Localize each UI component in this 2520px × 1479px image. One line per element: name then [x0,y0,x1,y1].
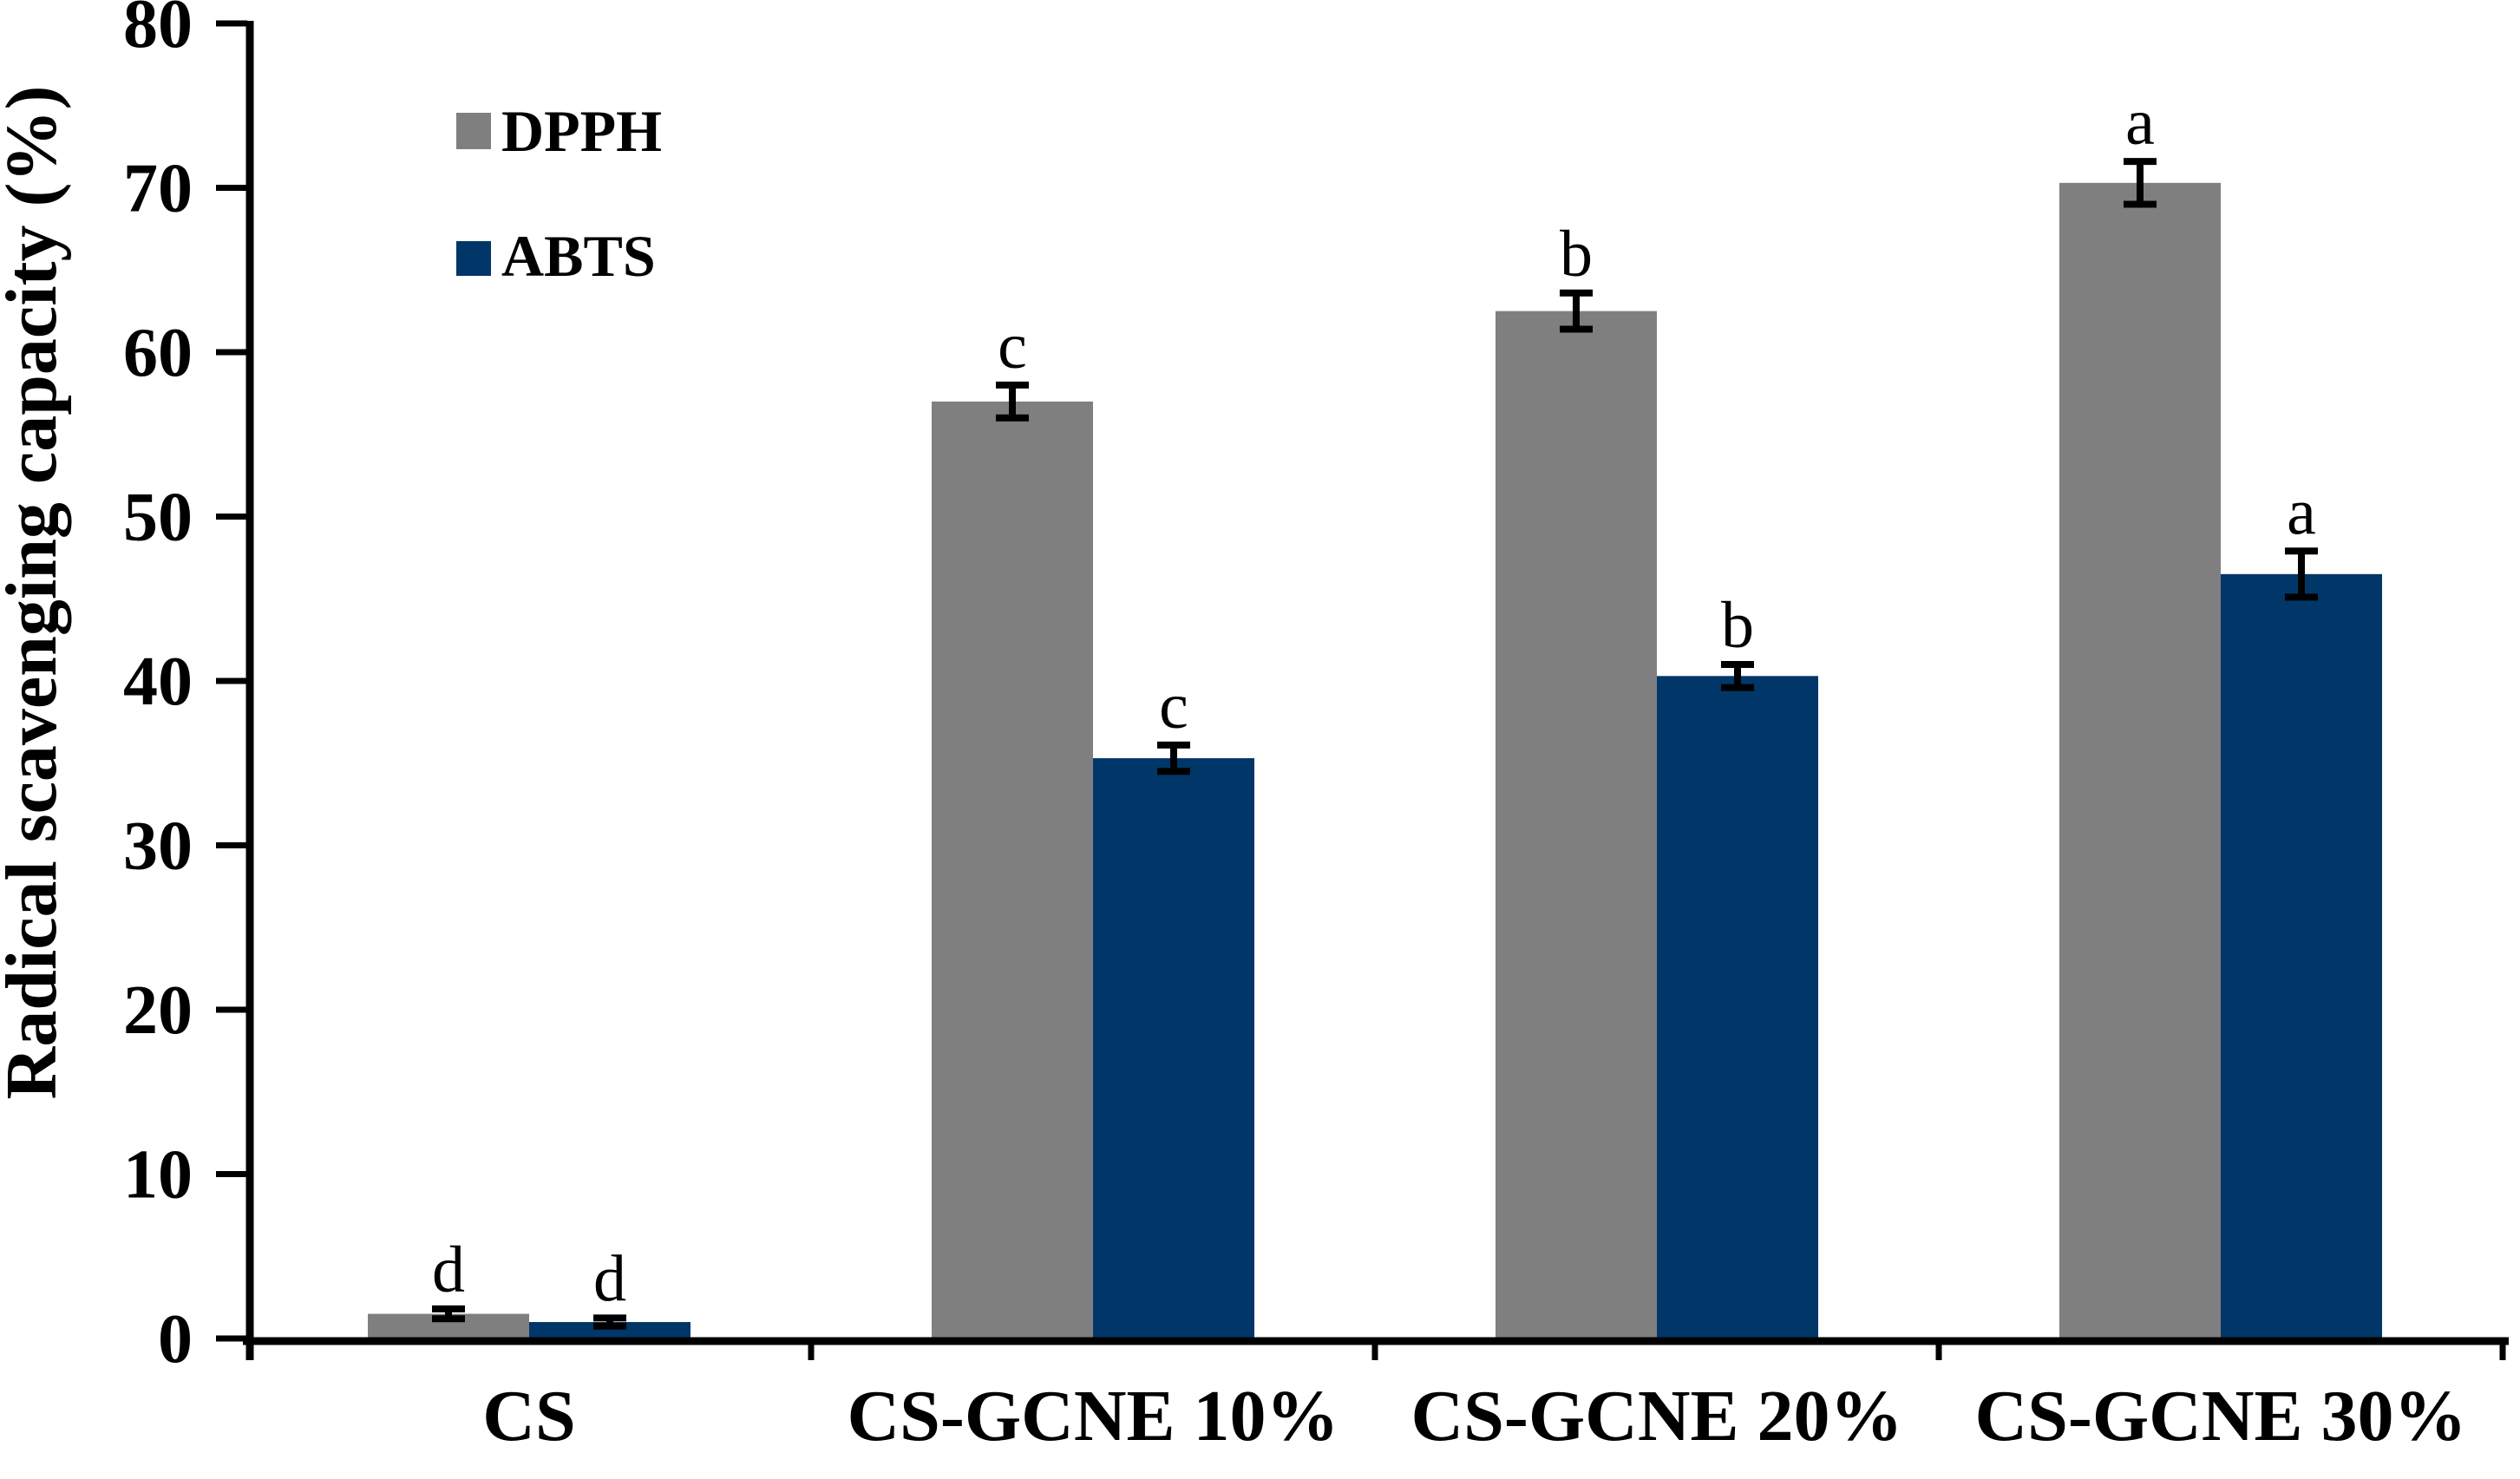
legend-label-dpph: DPPH [501,98,662,164]
bar-dpph-cs-gcne-10 [932,401,1093,1342]
y-tick-label-40: 40 [123,644,193,720]
sig-letter-abts-cs: d [593,1242,626,1315]
legend-swatch-dpph [456,113,491,149]
sig-letter-abts-cs-gcne-10: c [1159,670,1188,743]
x-category-label-cs-gcne-20: CS-GCNE 20% [1411,1376,1902,1456]
x-category-label-cs-gcne-10: CS-GCNE 10% [847,1376,1339,1456]
sig-letter-abts-cs-gcne-20: b [1721,589,1754,662]
bar-dpph-cs-gcne-30 [2059,182,2221,1342]
y-tick-label-0: 0 [158,1301,193,1378]
x-category-label-cs: CS [482,1376,575,1456]
x-axis-category-labels: CS CS-GCNE 10% CS-GCNE 20% CS-GCNE 30% [482,1376,2466,1456]
y-tick-label-70: 70 [123,151,193,227]
y-tick-label-30: 30 [123,808,193,885]
bar-abts-cs-gcne-20 [1657,676,1818,1341]
y-axis-ticks: 0 10 20 30 40 50 60 70 80 [123,0,247,1378]
y-tick-label-10: 10 [123,1137,193,1214]
legend-swatch-abts [456,241,491,276]
y-tick-label-50: 50 [123,480,193,556]
y-tick-label-20: 20 [123,972,193,1049]
x-axis-ticks [808,1338,2506,1360]
legend: DPPH ABTS [456,98,662,289]
sig-letter-dpph-cs-gcne-20: b [1560,218,1593,291]
x-category-label-cs-gcne-30: CS-GCNE 30% [1974,1376,2466,1456]
y-tick-label-60: 60 [123,315,193,391]
sig-letter-dpph-cs-gcne-30: a [2125,86,2155,159]
bars-group: d c b a d c b a [368,86,2382,1342]
y-axis-title: Radical scavenging capacity (%) [0,86,72,1100]
sig-letter-abts-cs-gcne-30: a [2287,475,2316,548]
bar-abts-cs-gcne-10 [1093,758,1254,1341]
sig-letter-dpph-cs: d [432,1234,465,1306]
y-tick-label-80: 80 [123,0,193,62]
bar-abts-cs-gcne-30 [2221,573,2382,1341]
bar-dpph-cs-gcne-20 [1496,311,1657,1341]
sig-letter-dpph-cs-gcne-10: c [998,310,1027,383]
bar-abts-cs [529,1322,691,1341]
legend-label-abts: ABTS [501,223,656,289]
